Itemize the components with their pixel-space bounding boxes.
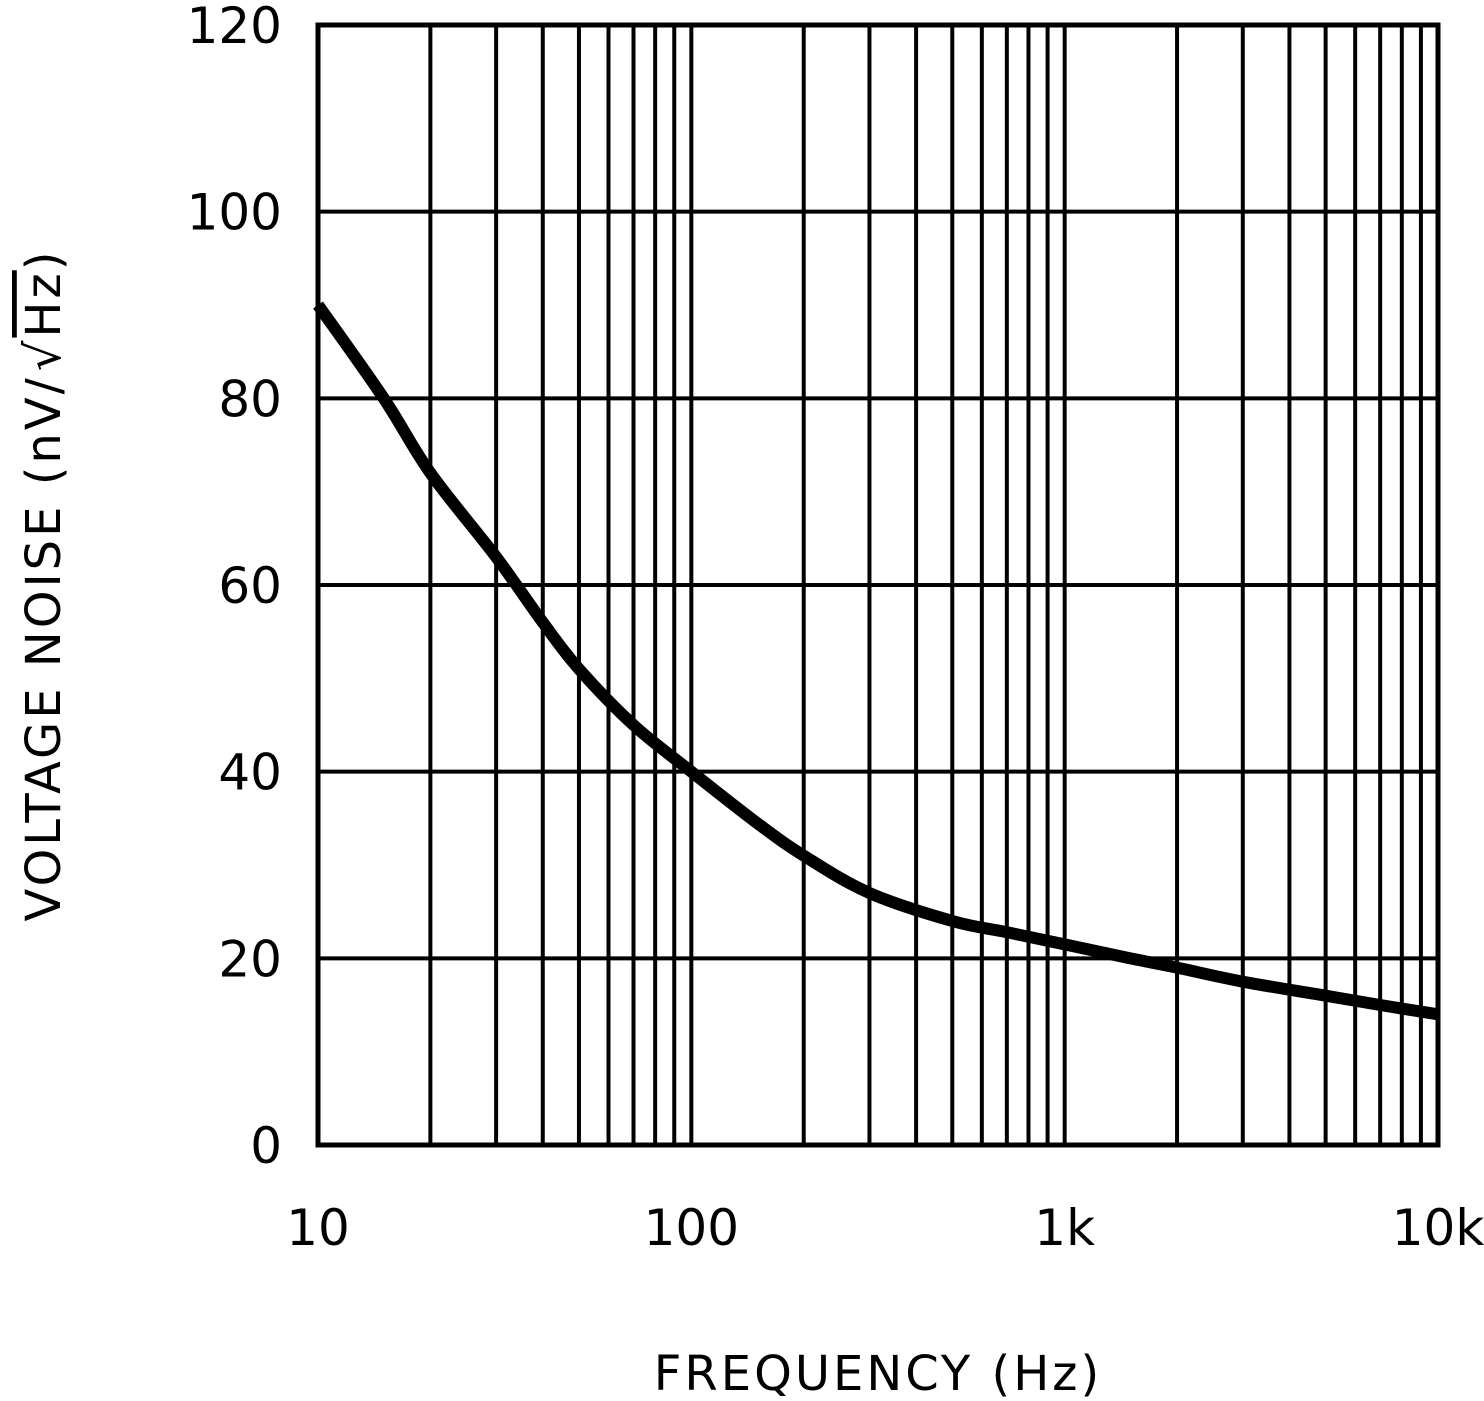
y-tick-label: 60 xyxy=(218,557,282,615)
y-tick-label: 80 xyxy=(218,370,282,428)
y-tick-labels: 0 20 40 60 80 100 120 xyxy=(187,0,282,1175)
x-tick-label: 10 xyxy=(286,1199,350,1257)
x-axis-label: FREQUENCY (Hz) xyxy=(654,1346,1102,1401)
svg-text:VOLTAGE NOISE (nV/√Hz): VOLTAGE NOISE (nV/√Hz) xyxy=(16,249,72,922)
x-tick-labels: 10 100 1k 10k xyxy=(286,1199,1484,1257)
x-tick-label: 100 xyxy=(644,1199,739,1257)
y-axis-label-suffix: ) xyxy=(16,249,72,271)
y-tick-label: 0 xyxy=(250,1117,282,1175)
y-tick-label: 40 xyxy=(218,744,282,802)
y-tick-label: 120 xyxy=(187,0,282,55)
y-tick-label: 20 xyxy=(218,930,282,988)
x-tick-label: 10k xyxy=(1392,1199,1484,1257)
y-axis-label: VOLTAGE NOISE (nV/√Hz) xyxy=(16,249,72,922)
grid-lines xyxy=(316,23,1438,1147)
sqrt-symbol: √ xyxy=(16,338,72,372)
y-axis-label-radicand: Hz xyxy=(16,270,72,337)
plot-frame xyxy=(315,22,1441,1148)
y-axis-label-prefix: VOLTAGE NOISE (nV/ xyxy=(16,375,72,921)
y-tick-label: 100 xyxy=(187,184,282,242)
noise-curve xyxy=(313,301,1439,1021)
x-tick-label: 1k xyxy=(1034,1199,1095,1257)
